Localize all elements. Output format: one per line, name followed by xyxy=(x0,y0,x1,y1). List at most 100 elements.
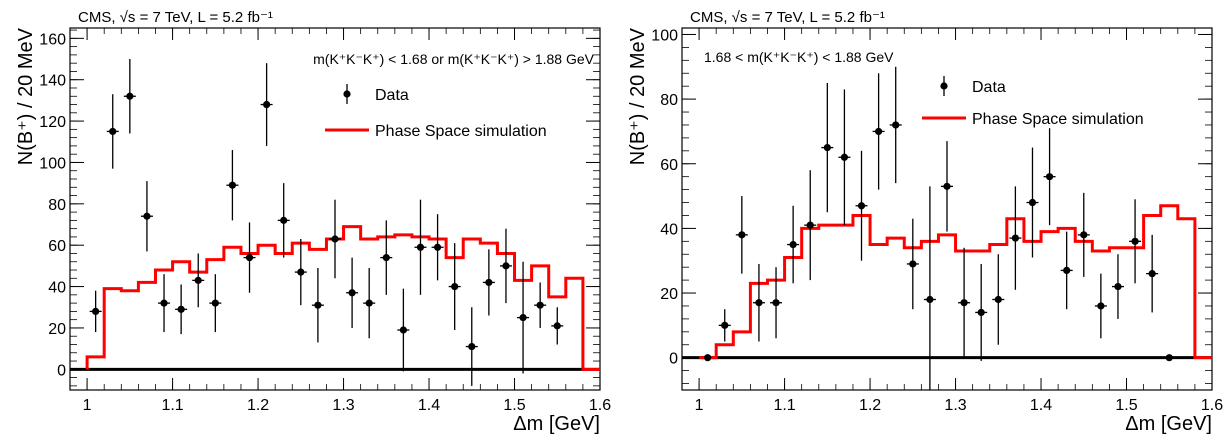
data-point xyxy=(346,257,359,328)
data-marker xyxy=(433,243,442,251)
data-point xyxy=(975,263,988,361)
simulation-histogram xyxy=(85,225,600,371)
data-point xyxy=(499,228,512,304)
data-marker xyxy=(109,127,117,136)
data-marker xyxy=(468,342,476,351)
legend-data-label: Data xyxy=(972,79,1006,96)
data-point xyxy=(209,274,222,333)
data-point xyxy=(517,261,530,374)
data-point xyxy=(1043,128,1056,226)
data-point xyxy=(1165,354,1173,362)
x-tick-label: 1.1 xyxy=(773,397,795,414)
data-point xyxy=(226,150,239,221)
data-point xyxy=(158,274,171,333)
data-point xyxy=(397,288,410,372)
chart-panel-2: 1 1.1 1.2 1.3 1.4 1.5 1.6 0 20 40 60 80 100 CMS, √s =… xyxy=(627,9,1223,435)
data-marker xyxy=(1148,270,1156,278)
y-tick-label: 120 xyxy=(39,114,66,131)
data-marker xyxy=(875,127,883,136)
data-point xyxy=(804,170,817,281)
data-point xyxy=(923,186,936,390)
data-marker xyxy=(399,326,407,334)
data-point xyxy=(1129,199,1142,284)
x-tick-label: 1.2 xyxy=(247,397,269,414)
data-marker xyxy=(485,278,493,287)
data-marker xyxy=(926,295,934,304)
data-point xyxy=(311,267,324,343)
data-point xyxy=(123,59,136,134)
data-point xyxy=(889,66,902,184)
data-marker xyxy=(704,354,712,362)
data-marker xyxy=(994,295,1002,304)
y-tick-label: 0 xyxy=(57,362,66,379)
y-tick-label: 80 xyxy=(660,92,678,109)
data-marker xyxy=(721,321,729,329)
data-point xyxy=(551,307,564,345)
y-tick-label: 20 xyxy=(48,321,66,338)
data-point xyxy=(1146,234,1159,313)
y-axis-title: N(B⁺) / 20 MeV xyxy=(627,27,649,165)
data-point xyxy=(140,181,153,252)
data-marker xyxy=(502,262,510,270)
data-marker xyxy=(1028,198,1037,207)
x-tick-label: 1.6 xyxy=(589,397,611,414)
data-marker xyxy=(451,282,459,291)
data-marker xyxy=(331,235,339,243)
y-tick-label: 40 xyxy=(48,280,66,297)
data-marker xyxy=(960,299,968,307)
data-point xyxy=(465,307,478,386)
data-marker xyxy=(280,216,288,224)
data-marker xyxy=(943,182,951,190)
y-tick-label: 20 xyxy=(660,286,678,303)
y-tick-label: 60 xyxy=(48,238,66,255)
y-axis-title: N(B⁺) / 20 MeV xyxy=(15,27,37,165)
cms-header: CMS, √s = 7 TeV, L = 5.2 fb⁻¹ xyxy=(690,9,885,26)
x-tick-label: 1.4 xyxy=(418,397,440,414)
data-point xyxy=(752,263,765,342)
data-point xyxy=(1094,273,1107,339)
data-point xyxy=(448,243,461,331)
data-marker xyxy=(194,276,202,284)
data-point xyxy=(243,222,256,293)
data-point xyxy=(482,249,495,316)
selection-label: 1.68 < m(K⁺K⁻K⁺) < 1.88 GeV xyxy=(704,49,894,65)
data-marker xyxy=(519,314,527,322)
data-marker xyxy=(92,307,100,315)
data-marker xyxy=(1114,282,1122,291)
legend-data-marker xyxy=(940,82,948,90)
data-point xyxy=(431,214,444,281)
data-point xyxy=(787,205,800,284)
data-point xyxy=(192,253,205,308)
data-point xyxy=(1111,254,1124,319)
data-point xyxy=(1077,192,1090,277)
data-point xyxy=(992,254,1005,345)
data-point xyxy=(175,284,188,335)
y-tick-label: 140 xyxy=(39,73,66,90)
data-marker xyxy=(1063,266,1071,275)
data-point xyxy=(735,196,748,274)
data-marker xyxy=(416,243,425,251)
plot-frame xyxy=(681,27,1213,391)
data-marker xyxy=(143,212,151,220)
data-point xyxy=(872,73,885,190)
data-marker xyxy=(382,254,390,262)
data-point xyxy=(718,309,731,342)
data-point xyxy=(958,247,971,358)
data-marker xyxy=(789,240,797,249)
data-marker xyxy=(823,143,831,152)
data-point xyxy=(277,183,290,258)
data-point xyxy=(89,290,102,333)
x-tick-label: 1.1 xyxy=(161,397,183,414)
data-marker xyxy=(228,181,237,189)
data-marker xyxy=(977,308,985,317)
data-point xyxy=(821,82,834,213)
cms-header: CMS, √s = 7 TeV, L = 5.2 fb⁻¹ xyxy=(78,9,273,26)
x-tick-label: 1.4 xyxy=(1030,397,1052,414)
data-marker xyxy=(772,299,780,307)
y-tick-label: 0 xyxy=(669,351,678,368)
legend-simulation-label: Phase Space simulation xyxy=(375,123,547,140)
data-marker xyxy=(263,100,271,109)
data-marker xyxy=(738,231,746,239)
data-marker xyxy=(160,299,168,307)
